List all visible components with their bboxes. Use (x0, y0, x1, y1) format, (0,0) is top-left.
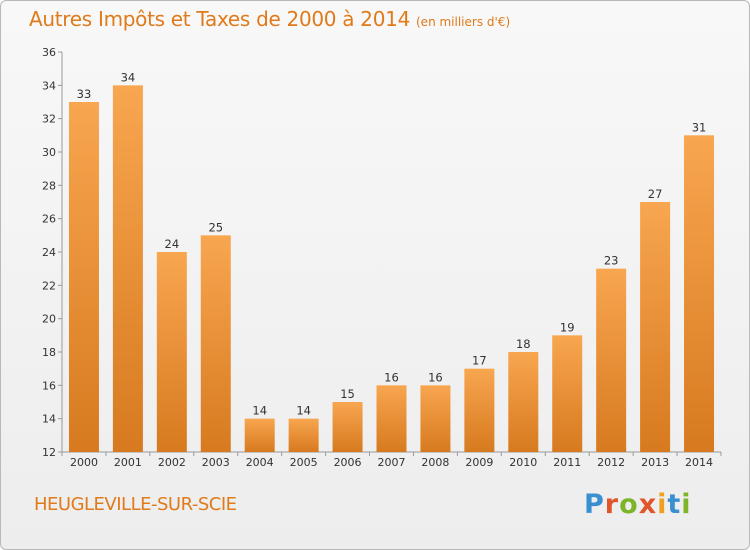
chart-title: Autres Impôts et Taxes de 2000 à 2014 (en… (29, 7, 510, 31)
y-tick-label: 32 (42, 113, 56, 126)
data-label-2011: 19 (560, 320, 575, 334)
y-tick-label: 14 (42, 413, 56, 426)
x-tick-label-2007: 2007 (378, 456, 406, 469)
logo-letter: r (604, 489, 620, 520)
x-tick-label-2002: 2002 (158, 456, 186, 469)
y-tick-label: 24 (42, 246, 56, 259)
data-label-2007: 16 (384, 370, 399, 384)
y-tick-label: 26 (42, 213, 56, 226)
bar-2011 (552, 335, 583, 452)
chart-unit: (en milliers d'€) (416, 15, 511, 29)
x-tick-label-2003: 2003 (202, 456, 230, 469)
bar-2007 (376, 385, 407, 452)
data-label-2004: 14 (252, 404, 267, 418)
bar-2010 (508, 352, 539, 452)
bar-2005 (288, 418, 319, 452)
data-labels: 33 34 24 25 14 14 15 16 16 17 18 19 23 27 31 (77, 70, 707, 417)
proxiti-logo: Proxiti (584, 489, 692, 520)
x-tick-label-2006: 2006 (334, 456, 362, 469)
bar-2000 (68, 102, 99, 452)
bar-2013 (640, 202, 671, 452)
data-label-2013: 27 (648, 187, 663, 201)
x-tick-label-2000: 2000 (70, 456, 98, 469)
x-tick-label-2013: 2013 (641, 456, 669, 469)
y-tick-label: 20 (42, 313, 56, 326)
y-tick-label: 34 (42, 79, 56, 92)
y-tick-label: 36 (42, 46, 56, 59)
logo-letter: x (638, 489, 658, 520)
y-tick-label: 12 (42, 446, 56, 459)
data-label-2002: 24 (165, 237, 180, 251)
bar-2012 (596, 268, 627, 452)
bar-2002 (156, 252, 187, 452)
x-tick-label-2014: 2014 (685, 456, 713, 469)
x-tick-label-2001: 2001 (114, 456, 142, 469)
axes: 12 14 16 18 20 22 24 26 28 30 32 34 36 2000 2001 2002 20… (42, 46, 722, 469)
x-tick-label-2009: 2009 (465, 456, 493, 469)
data-label-2012: 23 (604, 254, 619, 268)
y-tick-label: 16 (42, 379, 56, 392)
logo-letter: P (584, 489, 605, 520)
data-label-2005: 14 (296, 404, 311, 418)
data-label-2001: 34 (121, 70, 136, 84)
bar-2006 (332, 402, 363, 452)
bar-2014 (684, 135, 715, 453)
logo-letter: t (667, 489, 682, 520)
data-label-2010: 18 (516, 337, 531, 351)
data-label-2006: 15 (340, 387, 355, 401)
y-tick-label: 30 (42, 146, 56, 159)
x-tick-label-2011: 2011 (553, 456, 581, 469)
logo-letter: o (619, 489, 639, 520)
bars (68, 85, 715, 453)
bar-2004 (244, 418, 275, 452)
x-tick-label-2012: 2012 (597, 456, 625, 469)
commune-name: HEUGLEVILLE-SUR-SCIE (34, 494, 237, 515)
x-tick-label-2010: 2010 (509, 456, 537, 469)
logo-letter: i (681, 489, 692, 520)
data-label-2008: 16 (428, 370, 443, 384)
data-label-2003: 25 (208, 220, 223, 234)
bar-2003 (200, 235, 231, 452)
logo-letter: i (657, 489, 668, 520)
bar-2001 (112, 85, 143, 452)
chart-title-text: Autres Impôts et Taxes de 2000 à 2014 (29, 7, 410, 31)
bar-2008 (420, 385, 451, 452)
x-tick-label-2008: 2008 (421, 456, 449, 469)
data-label-2014: 31 (692, 120, 707, 134)
data-label-2000: 33 (77, 87, 92, 101)
data-label-2009: 17 (472, 354, 487, 368)
y-tick-label: 28 (42, 179, 56, 192)
x-tick-label-2004: 2004 (246, 456, 274, 469)
y-tick-label: 22 (42, 279, 56, 292)
bar-2009 (464, 368, 495, 452)
x-tick-label-2005: 2005 (290, 456, 318, 469)
y-tick-label: 18 (42, 346, 56, 359)
